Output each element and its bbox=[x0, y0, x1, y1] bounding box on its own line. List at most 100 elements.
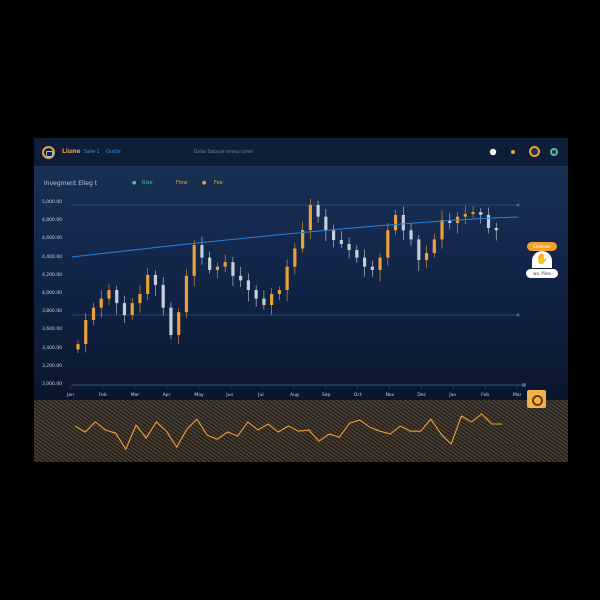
candle-body bbox=[409, 230, 413, 240]
candle-body bbox=[231, 262, 235, 276]
y-tick-label: 3,000.00 bbox=[42, 382, 63, 387]
y-tick-label: 3,400.00 bbox=[42, 345, 63, 351]
candle-body bbox=[99, 298, 103, 308]
candle-body bbox=[285, 266, 289, 290]
y-tick-label: 4,000.00 bbox=[42, 291, 63, 296]
chart-title: Invegment Elleg t bbox=[44, 180, 98, 187]
x-tick-label: Jan bbox=[449, 393, 457, 398]
candle-body bbox=[308, 205, 312, 231]
candle-body bbox=[370, 266, 374, 270]
target-icon[interactable] bbox=[527, 390, 546, 408]
x-tick-label: Feb bbox=[98, 393, 107, 398]
logo-icon bbox=[42, 146, 55, 159]
candle-body bbox=[301, 230, 305, 249]
y-tick-label: 4,200.00 bbox=[42, 272, 63, 278]
x-tick-label: Oct bbox=[353, 393, 362, 398]
candle-body bbox=[316, 205, 320, 217]
candle-body bbox=[84, 320, 88, 345]
candle-body bbox=[440, 220, 444, 240]
candle-body bbox=[339, 240, 343, 244]
candle-body bbox=[107, 289, 111, 299]
candle-body bbox=[122, 303, 127, 316]
eye-icon[interactable] bbox=[489, 148, 497, 156]
candle-body bbox=[362, 257, 367, 267]
candle-body bbox=[432, 239, 436, 254]
scroll-handle bbox=[522, 383, 526, 387]
candle-body bbox=[200, 245, 204, 258]
candle-body bbox=[91, 307, 96, 321]
moving-average-line bbox=[71, 216, 519, 258]
candle-body bbox=[332, 230, 336, 241]
endealer-button[interactable]: Endealer bbox=[527, 242, 557, 251]
x-tick-label: Jan bbox=[67, 393, 74, 398]
candle-body bbox=[355, 249, 359, 258]
candle-body bbox=[417, 239, 421, 260]
candle-body bbox=[115, 289, 119, 304]
candle-body bbox=[208, 257, 212, 270]
candle-body bbox=[479, 212, 483, 215]
candle-body bbox=[393, 215, 398, 231]
x-tick-label: Jul bbox=[258, 393, 264, 398]
x-tick-label: Aug bbox=[290, 393, 299, 398]
candle-body bbox=[347, 243, 351, 250]
x-tick-label: Apr bbox=[162, 393, 171, 398]
x-tick-label: Sep bbox=[321, 393, 331, 398]
y-tick-label: 4,400.00 bbox=[42, 254, 63, 260]
candle-body bbox=[293, 248, 297, 267]
header-info: Dallas Datacall mmmu ccmm bbox=[194, 149, 253, 154]
candle-body bbox=[161, 284, 165, 308]
candle-body bbox=[270, 294, 274, 306]
candle-body bbox=[254, 289, 258, 299]
wallet-icon[interactable] bbox=[529, 146, 540, 157]
nav-link-sale[interactable]: Sale-1 bbox=[84, 149, 100, 155]
x-tick-label: May bbox=[194, 393, 204, 398]
x-tick-label: Mar bbox=[130, 393, 140, 398]
candle-body bbox=[146, 274, 150, 294]
candle-body bbox=[246, 280, 250, 290]
legend-flow[interactable]: Flow bbox=[176, 180, 188, 186]
candle-body bbox=[424, 253, 429, 260]
legend-dot-rise: ● bbox=[132, 180, 137, 186]
trading-panel: Liune Sale-1 Guide Dallas Datacall mmmu … bbox=[34, 138, 568, 462]
legend-fee[interactable]: Fee bbox=[214, 180, 223, 186]
y-tick-label: 5,000.00 bbox=[42, 200, 63, 205]
candle-body bbox=[448, 220, 452, 224]
nav-link-guide[interactable]: Guide bbox=[106, 149, 121, 155]
price-chart[interactable] bbox=[34, 138, 568, 462]
profile-icon[interactable] bbox=[550, 148, 558, 156]
candle-body bbox=[239, 275, 243, 281]
candle-body bbox=[76, 344, 80, 350]
candle-body bbox=[401, 215, 405, 231]
brand-name: Liune bbox=[62, 148, 81, 155]
y-tick-label: 4,600.00 bbox=[42, 236, 63, 242]
info-pill[interactable]: wa. Pilea bbox=[526, 269, 558, 278]
candle-body bbox=[184, 275, 189, 313]
dot-icon[interactable] bbox=[511, 150, 515, 154]
level-marker bbox=[516, 203, 520, 207]
candle-body bbox=[378, 257, 382, 270]
y-tick-label: 3,600.00 bbox=[42, 327, 63, 333]
hand-icon[interactable]: ✋ bbox=[532, 251, 552, 268]
candle-body bbox=[138, 294, 142, 304]
candle-body bbox=[169, 307, 173, 336]
level-marker bbox=[516, 313, 520, 317]
candle-body bbox=[486, 214, 491, 229]
candle-body bbox=[277, 289, 281, 294]
candle-body bbox=[262, 298, 266, 306]
candle-body bbox=[223, 262, 227, 267]
candle-body bbox=[386, 230, 390, 258]
candle-body bbox=[153, 274, 158, 285]
oscillator-line bbox=[74, 413, 502, 451]
y-tick-label: 3,800.00 bbox=[42, 309, 63, 315]
x-tick-label: Nov bbox=[385, 393, 395, 398]
x-tick-label: Feb bbox=[481, 393, 490, 398]
candle-body bbox=[324, 216, 328, 231]
y-tick-label: 4,800.00 bbox=[42, 218, 63, 224]
candle-body bbox=[215, 266, 220, 270]
candle-body bbox=[494, 228, 498, 231]
legend-rise[interactable]: Rise bbox=[142, 180, 153, 186]
y-tick-label: 3,200.00 bbox=[42, 363, 63, 369]
x-tick-label: Jun bbox=[226, 393, 234, 398]
x-tick-label: Dec bbox=[417, 393, 427, 398]
top-bar: Liune Sale-1 Guide Dallas Datacall mmmu … bbox=[34, 138, 568, 167]
